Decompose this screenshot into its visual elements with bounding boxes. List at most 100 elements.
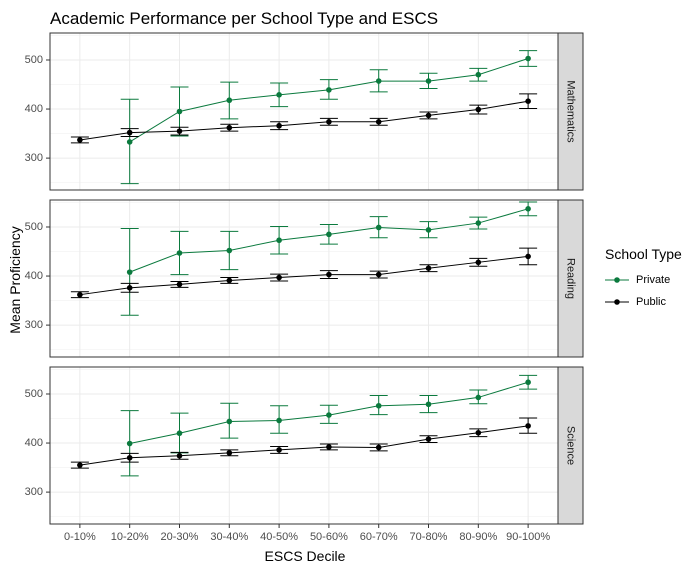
x-tick-label: 20-30% — [161, 531, 199, 543]
data-point-private — [276, 92, 282, 98]
legend-title: School Type — [605, 246, 682, 262]
y-tick-label: 300 — [25, 152, 43, 164]
strip-background — [557, 199, 584, 358]
y-tick-label: 400 — [25, 270, 43, 282]
data-point-private — [126, 440, 133, 447]
panel-border — [49, 199, 559, 358]
series-line-public — [79, 255, 529, 296]
data-point-private — [525, 55, 531, 62]
data-point-public — [226, 450, 233, 456]
data-point-private — [226, 97, 233, 104]
data-point-public — [276, 274, 282, 281]
data-point-private — [176, 108, 183, 115]
y-tick-label: 500 — [25, 221, 43, 233]
y-tick-label: 300 — [25, 319, 43, 331]
y-tick-label: 500 — [25, 54, 43, 66]
data-point-public — [77, 462, 83, 468]
panel-science: Science 300 400 500 — [25, 366, 584, 525]
data-point-public — [77, 137, 83, 143]
y-tick-label: 500 — [25, 388, 43, 400]
data-point-private — [176, 430, 183, 437]
data-point-public — [425, 436, 432, 442]
data-point-public — [475, 429, 482, 436]
data-point-public — [425, 112, 432, 119]
data-point-public — [126, 454, 133, 461]
legend-key-point-private — [614, 277, 620, 283]
data-point-private — [226, 418, 233, 425]
data-point-private — [375, 224, 382, 231]
data-point-private — [126, 269, 133, 275]
data-point-public — [326, 271, 332, 278]
data-point-public — [375, 119, 382, 125]
data-point-private — [475, 394, 482, 401]
chart-panels: Mathematics300400500Reading300400500Scie… — [25, 32, 584, 543]
data-point-public — [375, 271, 382, 278]
series-line-public — [79, 100, 529, 141]
y-axis-title: Mean Proficiency — [7, 226, 23, 333]
x-tick-label: 0-10% — [64, 531, 96, 543]
x-axis-title: ESCS Decile — [265, 548, 346, 564]
x-tick-label: 90-100% — [506, 531, 550, 543]
chart-title: Academic Performance per School Type and… — [50, 9, 438, 28]
x-tick-label: 80-90% — [459, 531, 497, 543]
y-tick-label: 400 — [25, 437, 43, 449]
data-point-private — [375, 402, 382, 409]
data-point-private — [475, 71, 482, 78]
data-point-private — [326, 87, 332, 93]
data-point-private — [425, 78, 432, 84]
data-point-public — [176, 453, 183, 459]
strip-background — [557, 32, 584, 191]
data-point-public — [425, 265, 432, 271]
data-point-public — [176, 128, 183, 134]
x-tick-label: 40-50% — [260, 531, 298, 543]
data-point-public — [525, 423, 531, 429]
x-tick-label: 30-40% — [210, 531, 248, 543]
legend: School Type Private Public — [605, 246, 682, 308]
data-point-private — [326, 231, 332, 238]
data-point-public — [475, 106, 482, 113]
data-point-private — [276, 237, 282, 244]
y-tick-label: 300 — [25, 486, 43, 498]
data-point-private — [425, 227, 432, 233]
x-tick-label: 70-80% — [410, 531, 448, 543]
data-point-public — [176, 281, 183, 288]
series-line-public — [79, 425, 529, 466]
data-point-public — [276, 447, 282, 453]
legend-label-private: Private — [636, 274, 670, 286]
y-tick-label: 400 — [25, 103, 43, 115]
strip-label: Science — [565, 426, 577, 465]
data-point-private — [525, 206, 531, 212]
data-point-private — [425, 401, 432, 408]
legend-label-public: Public — [636, 296, 666, 308]
strip-background — [557, 366, 584, 525]
data-point-public — [326, 444, 332, 450]
data-point-public — [226, 124, 233, 131]
x-tick-label: 50-60% — [310, 531, 348, 543]
x-tick-label: 60-70% — [360, 531, 398, 543]
data-point-private — [226, 247, 233, 254]
strip-label: Reading — [565, 258, 577, 299]
panel-mathematics: Mathematics 300 400 500 — [25, 32, 584, 191]
data-point-public — [475, 259, 482, 266]
data-point-public — [375, 444, 382, 451]
data-point-public — [326, 119, 332, 125]
strip-label: Mathematics — [565, 80, 577, 143]
data-point-public — [525, 253, 531, 260]
data-point-public — [126, 285, 133, 291]
data-point-private — [475, 220, 482, 226]
data-point-private — [326, 412, 332, 418]
data-point-private — [375, 78, 382, 84]
panel-border — [49, 32, 559, 191]
data-point-public — [126, 129, 133, 136]
legend-key-point-public — [614, 299, 620, 305]
panel-reading: Reading 300 400 500 — [25, 199, 584, 358]
data-point-public — [276, 122, 282, 129]
data-point-public — [77, 291, 83, 298]
data-point-private — [126, 139, 133, 145]
data-point-public — [226, 277, 233, 284]
data-point-private — [176, 250, 183, 256]
data-point-private — [276, 417, 282, 424]
data-point-public — [525, 98, 531, 104]
data-point-private — [525, 379, 531, 386]
